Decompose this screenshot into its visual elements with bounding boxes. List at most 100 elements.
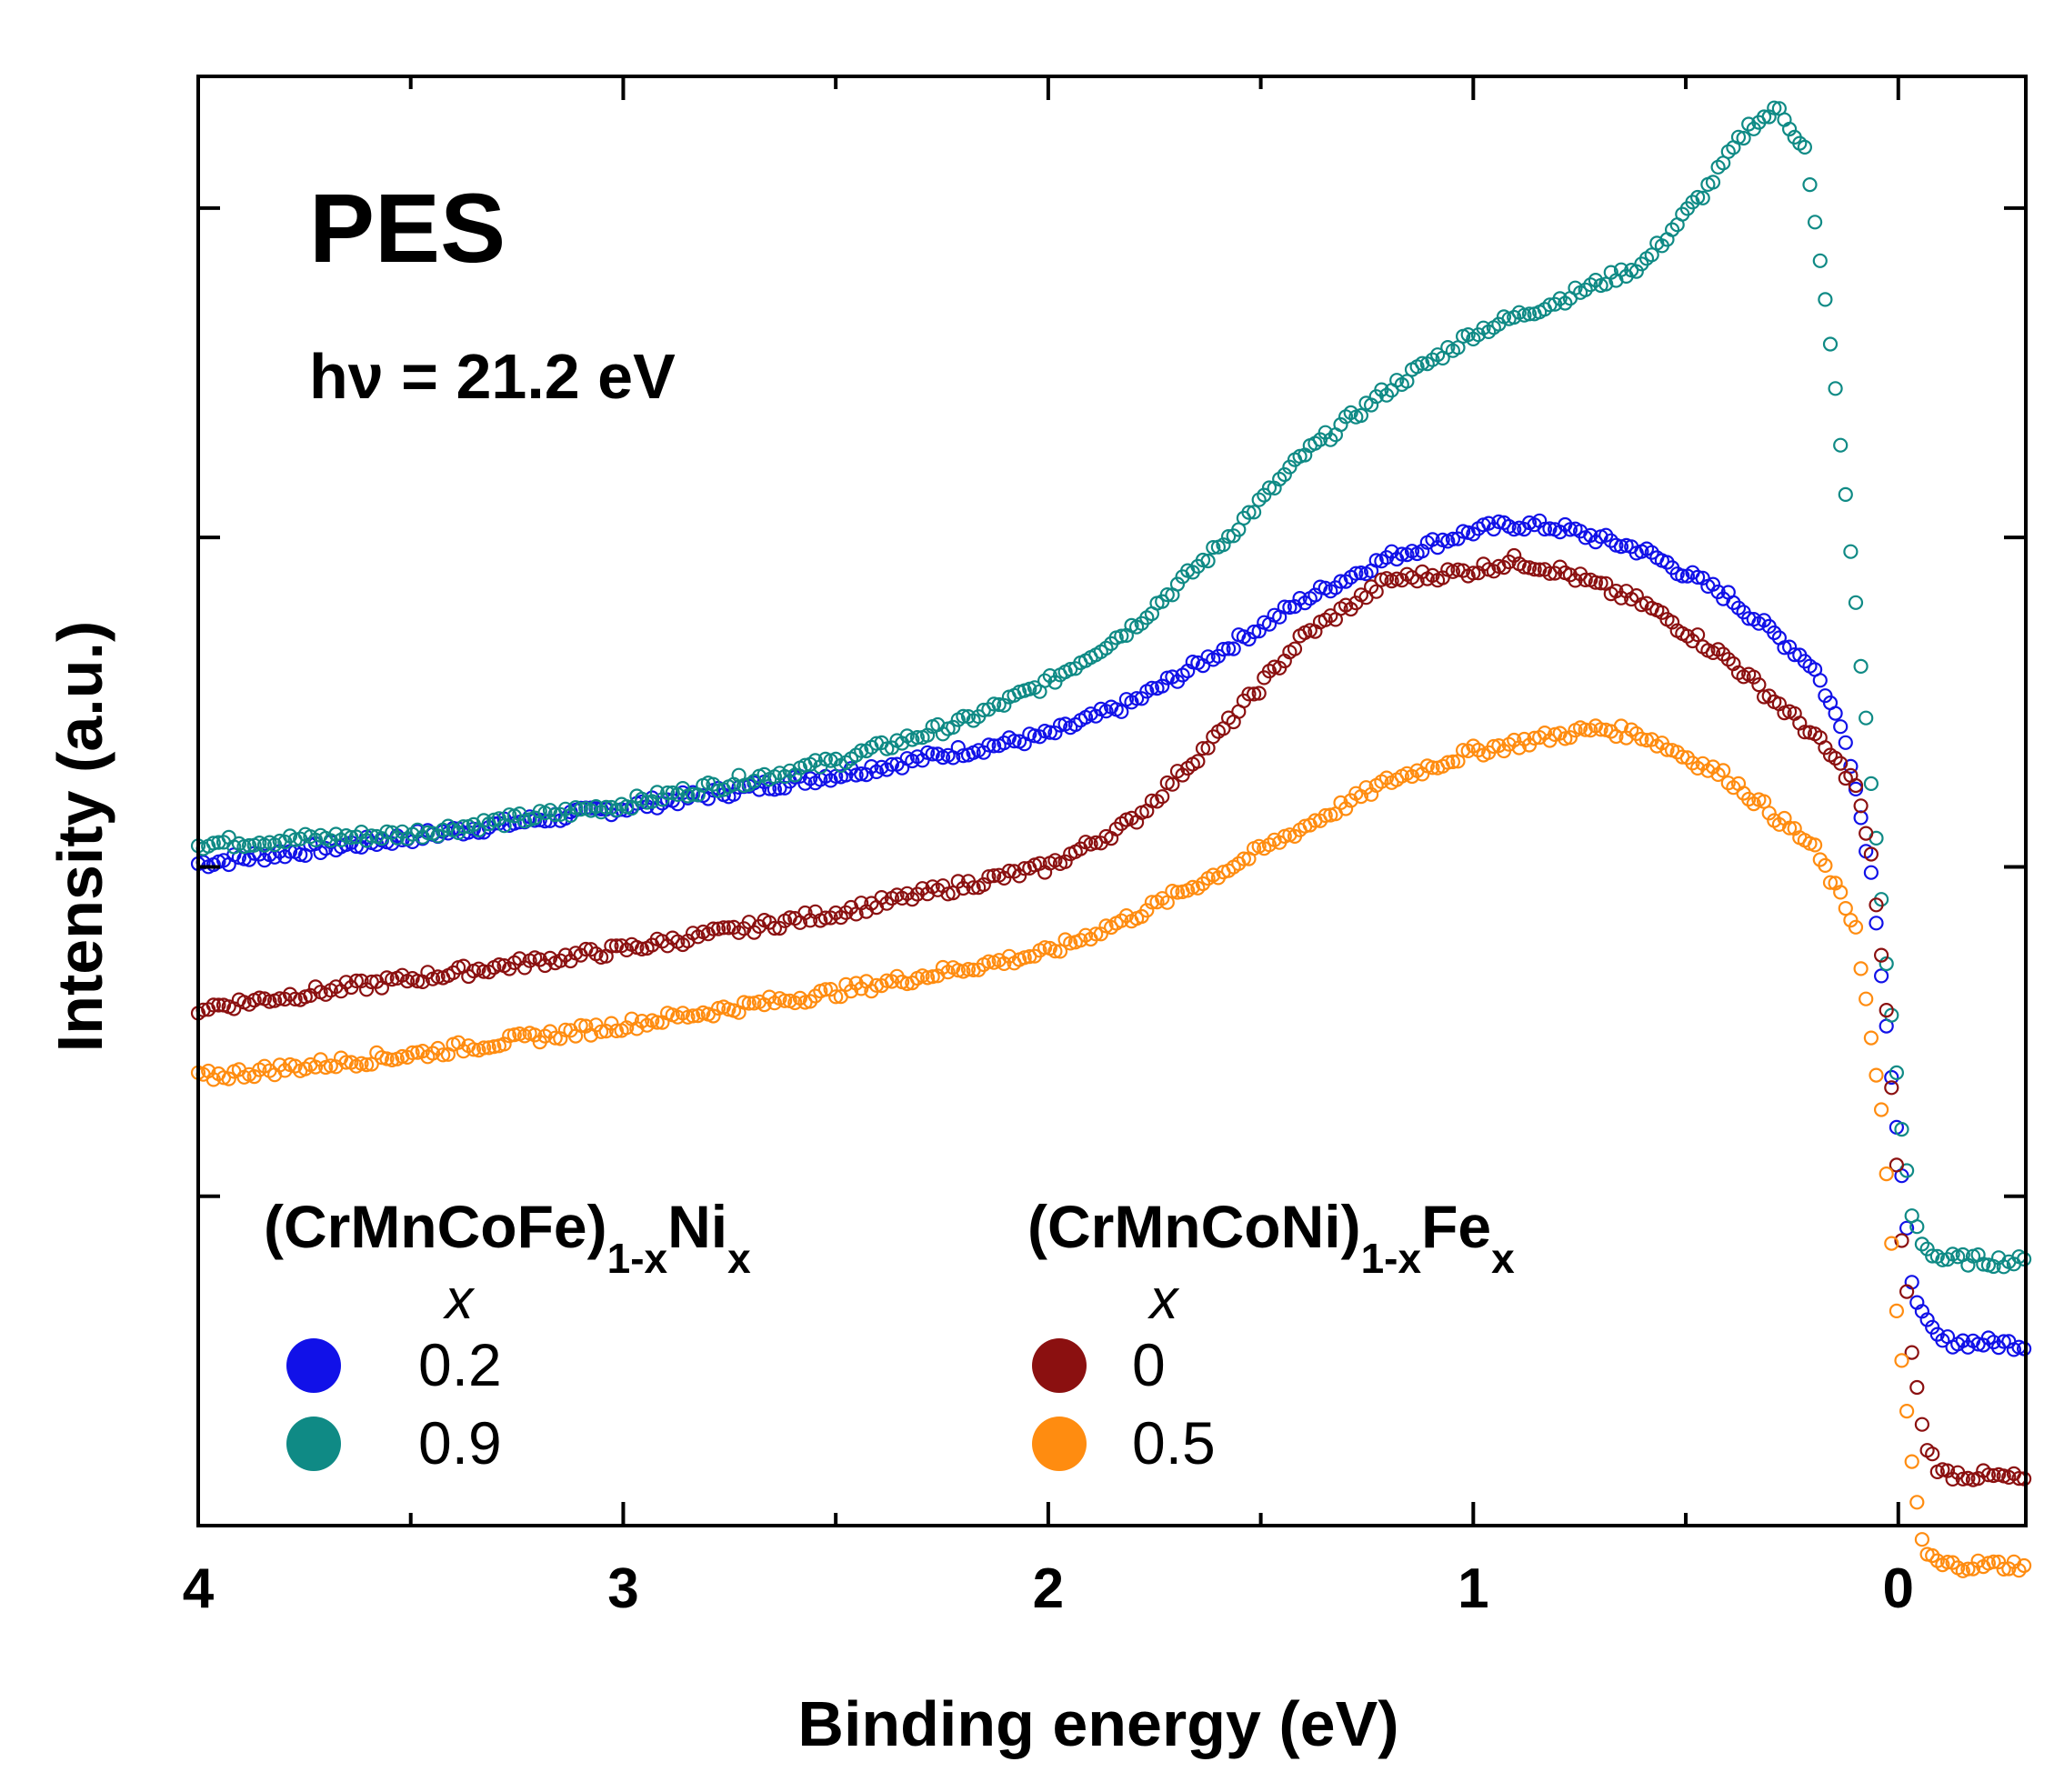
- data-point: [1368, 584, 1384, 599]
- series-4: [190, 718, 2032, 1578]
- data-point: [1807, 837, 1823, 853]
- data-point: [1797, 654, 1813, 669]
- data-point: [1593, 576, 1608, 591]
- data-point: [1425, 760, 1440, 776]
- data-point: [323, 1058, 338, 1074]
- data-point: [997, 956, 1012, 972]
- data-point: [884, 974, 900, 989]
- data-point: [1828, 381, 1843, 396]
- data-point: [1695, 190, 1710, 205]
- data-point: [1047, 726, 1063, 741]
- data-point: [797, 995, 813, 1010]
- data-point: [252, 990, 267, 1006]
- data-point: [1190, 754, 1206, 769]
- data-point: [1353, 565, 1369, 581]
- data-point: [1185, 654, 1200, 670]
- data-point: [1486, 521, 1501, 537]
- data-point: [604, 1016, 619, 1031]
- data-point: [1689, 189, 1706, 205]
- x-tick-label: 3: [607, 1557, 638, 1620]
- data-point: [986, 696, 1002, 712]
- data-point: [307, 1059, 324, 1075]
- data-point: [1466, 566, 1481, 581]
- data-point: [1507, 309, 1522, 325]
- data-point: [777, 993, 793, 1008]
- data-point: [277, 991, 293, 1007]
- data-point: [1220, 641, 1237, 656]
- legend-entry-label: 0.5: [1132, 1409, 1216, 1477]
- legend-variable-label: x: [443, 1268, 476, 1331]
- data-point: [1675, 568, 1690, 584]
- data-point: [1894, 1233, 1909, 1248]
- data-point: [1874, 1102, 1889, 1117]
- data-point: [879, 896, 895, 911]
- data-point: [1425, 532, 1440, 547]
- data-point: [1761, 806, 1777, 821]
- data-point: [935, 726, 951, 742]
- data-point: [1246, 686, 1262, 702]
- data-point: [1241, 631, 1257, 647]
- data-point: [1812, 253, 1828, 268]
- data-point: [1853, 961, 1869, 976]
- data-point: [1378, 387, 1395, 403]
- data-point: [1425, 567, 1440, 584]
- data-point: [1644, 247, 1659, 263]
- data-point: [1863, 846, 1879, 862]
- data-point: [1960, 1561, 1976, 1577]
- data-point: [1251, 492, 1267, 507]
- data-point: [624, 800, 639, 816]
- data-point: [807, 988, 823, 1004]
- data-point: [997, 735, 1012, 751]
- data-point: [1114, 704, 1129, 719]
- data-point: [1838, 486, 1853, 503]
- legend-marker: [286, 1338, 341, 1393]
- data-point: [905, 975, 920, 991]
- data-point: [629, 1021, 645, 1036]
- data-point: [736, 995, 752, 1010]
- data-point: [1828, 750, 1843, 766]
- data-point: [1017, 861, 1032, 876]
- data-point: [1659, 742, 1675, 757]
- data-point: [1884, 1080, 1899, 1096]
- data-point: [1869, 1067, 1884, 1083]
- data-point: [1399, 374, 1415, 389]
- data-point: [828, 905, 844, 921]
- data-point: [1578, 282, 1593, 297]
- data-point: [1527, 562, 1542, 577]
- data-point: [395, 1048, 410, 1065]
- excitation-energy-label: hν = 21.2 eV: [309, 341, 676, 412]
- data-point: [1919, 1312, 1935, 1327]
- data-point: [1914, 1417, 1929, 1432]
- data-point: [706, 1008, 721, 1024]
- data-point: [1822, 875, 1839, 890]
- data-point: [364, 828, 379, 844]
- data-point: [598, 1023, 614, 1039]
- data-point: [981, 954, 997, 969]
- data-point: [762, 781, 777, 796]
- data-point: [1884, 1236, 1899, 1251]
- legend: (CrMnCoFe)1-xNixx0.20.9(CrMnCoNi)1-xFexx…: [264, 1193, 1515, 1477]
- data-point: [894, 736, 910, 751]
- data-point: [797, 776, 813, 791]
- data-point: [690, 929, 706, 945]
- data-point: [854, 981, 869, 996]
- data-point: [1057, 854, 1073, 869]
- data-point: [1333, 416, 1348, 433]
- data-point: [502, 1028, 517, 1044]
- data-point: [1689, 627, 1706, 643]
- series-layer: [190, 100, 2032, 1578]
- data-point: [1894, 1353, 1909, 1368]
- data-point: [966, 880, 981, 896]
- data-point: [1980, 1467, 1996, 1483]
- data-point: [1853, 798, 1869, 814]
- data-point: [1353, 407, 1369, 424]
- data-point: [1889, 1065, 1904, 1081]
- data-point: [1588, 575, 1604, 590]
- data-point: [1246, 624, 1262, 640]
- data-point: [1869, 897, 1884, 913]
- data-point: [1598, 276, 1614, 292]
- data-point: [1689, 760, 1706, 776]
- data-point: [466, 1042, 482, 1057]
- data-point: [976, 745, 991, 760]
